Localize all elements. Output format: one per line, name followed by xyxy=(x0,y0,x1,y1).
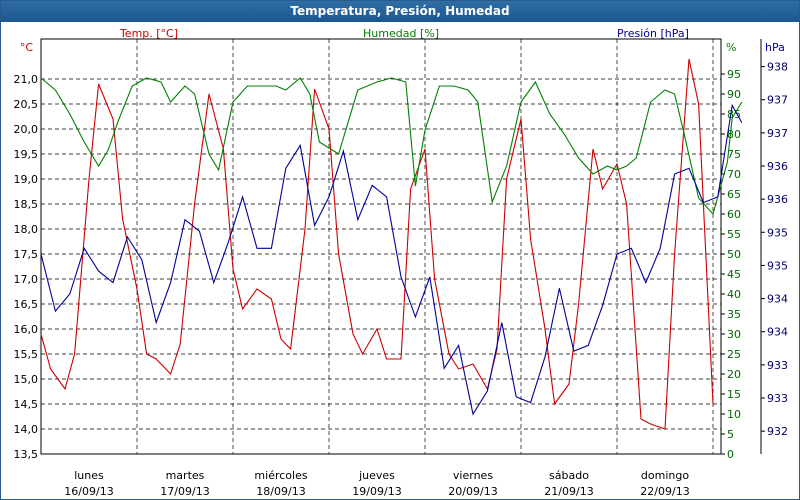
tick-label-mid: 70 xyxy=(727,168,741,181)
tick-label-mid: 95 xyxy=(727,68,741,81)
tick-label-right: 936 xyxy=(767,160,788,173)
series-line-mid xyxy=(40,77,743,216)
tick-label-left: 19,0 xyxy=(14,173,39,186)
tick-label-mid: 45 xyxy=(727,268,741,281)
tick-label-mid: 80 xyxy=(727,128,741,141)
plot-frame xyxy=(40,38,722,455)
x-label-date: 16/09/13 xyxy=(64,485,113,498)
tick-label-left: 16,5 xyxy=(14,298,39,311)
tick-label-mid: 35 xyxy=(727,308,741,321)
window-title: Temperatura, Presión, Humedad xyxy=(1,1,799,22)
x-label-day: lunes xyxy=(74,469,104,482)
x-label-date: 19/09/13 xyxy=(352,485,401,498)
series-line-left xyxy=(40,58,714,430)
tick-label-mid: 90 xyxy=(727,88,741,101)
tick-label-right: 938 xyxy=(767,61,788,74)
tick-label-left: 18,0 xyxy=(14,223,39,236)
series-label-pres: Presión [hPa] xyxy=(617,27,689,40)
tick-label-left: 15,0 xyxy=(14,373,39,386)
x-label-date: 17/09/13 xyxy=(160,485,209,498)
tick-label-mid: 40 xyxy=(727,288,741,301)
tick-label-left: 14,5 xyxy=(14,398,39,411)
tick-label-left: 18,5 xyxy=(14,198,39,211)
tick-label-right: 937 xyxy=(767,127,788,140)
tick-label-right: 934 xyxy=(767,293,788,306)
tick-label-right: 934 xyxy=(767,326,788,339)
x-label-day: miércoles xyxy=(254,469,307,482)
series-label-temp: Temp. [°C] xyxy=(119,27,178,40)
tick-label-left: 19,5 xyxy=(14,148,39,161)
tick-label-right: 933 xyxy=(767,392,788,405)
tick-label-mid: 25 xyxy=(727,348,741,361)
tick-label-mid: 50 xyxy=(727,248,741,261)
tick-label-mid: 10 xyxy=(727,408,741,421)
tick-label-mid: 0 xyxy=(727,448,734,461)
tick-label-left: 17,0 xyxy=(14,273,39,286)
tick-label-right: 932 xyxy=(767,425,788,438)
axis-unit-left: °C xyxy=(20,41,34,54)
x-label-day: sábado xyxy=(549,469,589,482)
tick-label-right: 935 xyxy=(767,226,788,239)
tick-label-left: 14,0 xyxy=(14,423,39,436)
tick-label-left: 20,5 xyxy=(14,98,39,111)
x-label-day: domingo xyxy=(641,469,689,482)
tick-label-left: 20,0 xyxy=(14,123,39,136)
x-label-date: 18/09/13 xyxy=(256,485,305,498)
tick-label-right: 936 xyxy=(767,193,788,206)
tick-label-left: 16,0 xyxy=(14,323,39,336)
tick-label-left: 21,0 xyxy=(14,73,39,86)
x-label-date: 21/09/13 xyxy=(544,485,593,498)
tick-label-left: 15,5 xyxy=(14,348,39,361)
tick-label-mid: 75 xyxy=(727,148,741,161)
tick-label-mid: 20 xyxy=(727,368,741,381)
tick-label-mid: 5 xyxy=(727,428,734,441)
tick-label-mid: 65 xyxy=(727,188,741,201)
x-label-date: 22/09/13 xyxy=(640,485,689,498)
tick-label-left: 13,5 xyxy=(14,448,39,461)
tick-label-right: 937 xyxy=(767,94,788,107)
x-label-date: 20/09/13 xyxy=(448,485,497,498)
axis-unit-right: hPa xyxy=(765,41,785,54)
tick-label-mid: 15 xyxy=(727,388,741,401)
tick-label-mid: 55 xyxy=(727,228,741,241)
x-label-day: jueves xyxy=(358,469,395,482)
tick-label-right: 933 xyxy=(767,359,788,372)
x-label-day: viernes xyxy=(453,469,493,482)
tick-label-left: 17,5 xyxy=(14,248,39,261)
x-label-day: martes xyxy=(166,469,205,482)
tick-label-mid: 60 xyxy=(727,208,741,221)
series-label-hum: Humedad [%] xyxy=(363,27,439,40)
tick-label-mid: 30 xyxy=(727,328,741,341)
tick-label-right: 935 xyxy=(767,259,788,272)
series-line-right xyxy=(40,103,743,416)
axis-unit-mid: % xyxy=(726,41,736,54)
